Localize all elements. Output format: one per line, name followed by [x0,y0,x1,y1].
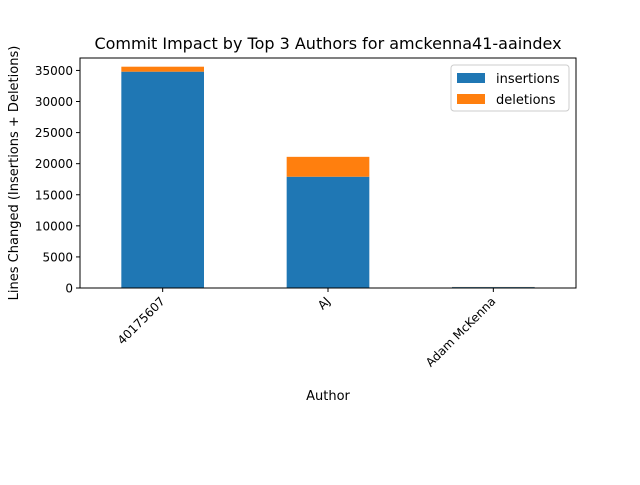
x-axis-label: Author [306,389,350,404]
y-tick-label: 0 [65,282,73,296]
y-tick-label: 30000 [35,95,73,109]
legend-swatch-insertions [457,73,485,83]
chart-title: Commit Impact by Top 3 Authors for amcke… [94,34,561,53]
y-axis-label: Lines Changed (Insertions + Deletions) [7,46,22,301]
y-tick-label: 25000 [35,126,73,140]
y-tick-label: 20000 [35,157,73,171]
bar-deletions [121,67,204,72]
legend-swatch-deletions [457,94,485,104]
y-tick-label: 15000 [35,188,73,202]
bar-insertions [121,72,204,288]
legend-label-insertions: insertions [496,72,560,87]
y-tick-label: 35000 [35,64,73,78]
bar-insertions [287,177,370,288]
legend: insertions deletions [451,65,569,111]
legend-label-deletions: deletions [496,93,556,108]
bar-deletions [287,157,370,177]
y-tick-label: 5000 [42,250,73,264]
y-tick-label: 10000 [35,219,73,233]
